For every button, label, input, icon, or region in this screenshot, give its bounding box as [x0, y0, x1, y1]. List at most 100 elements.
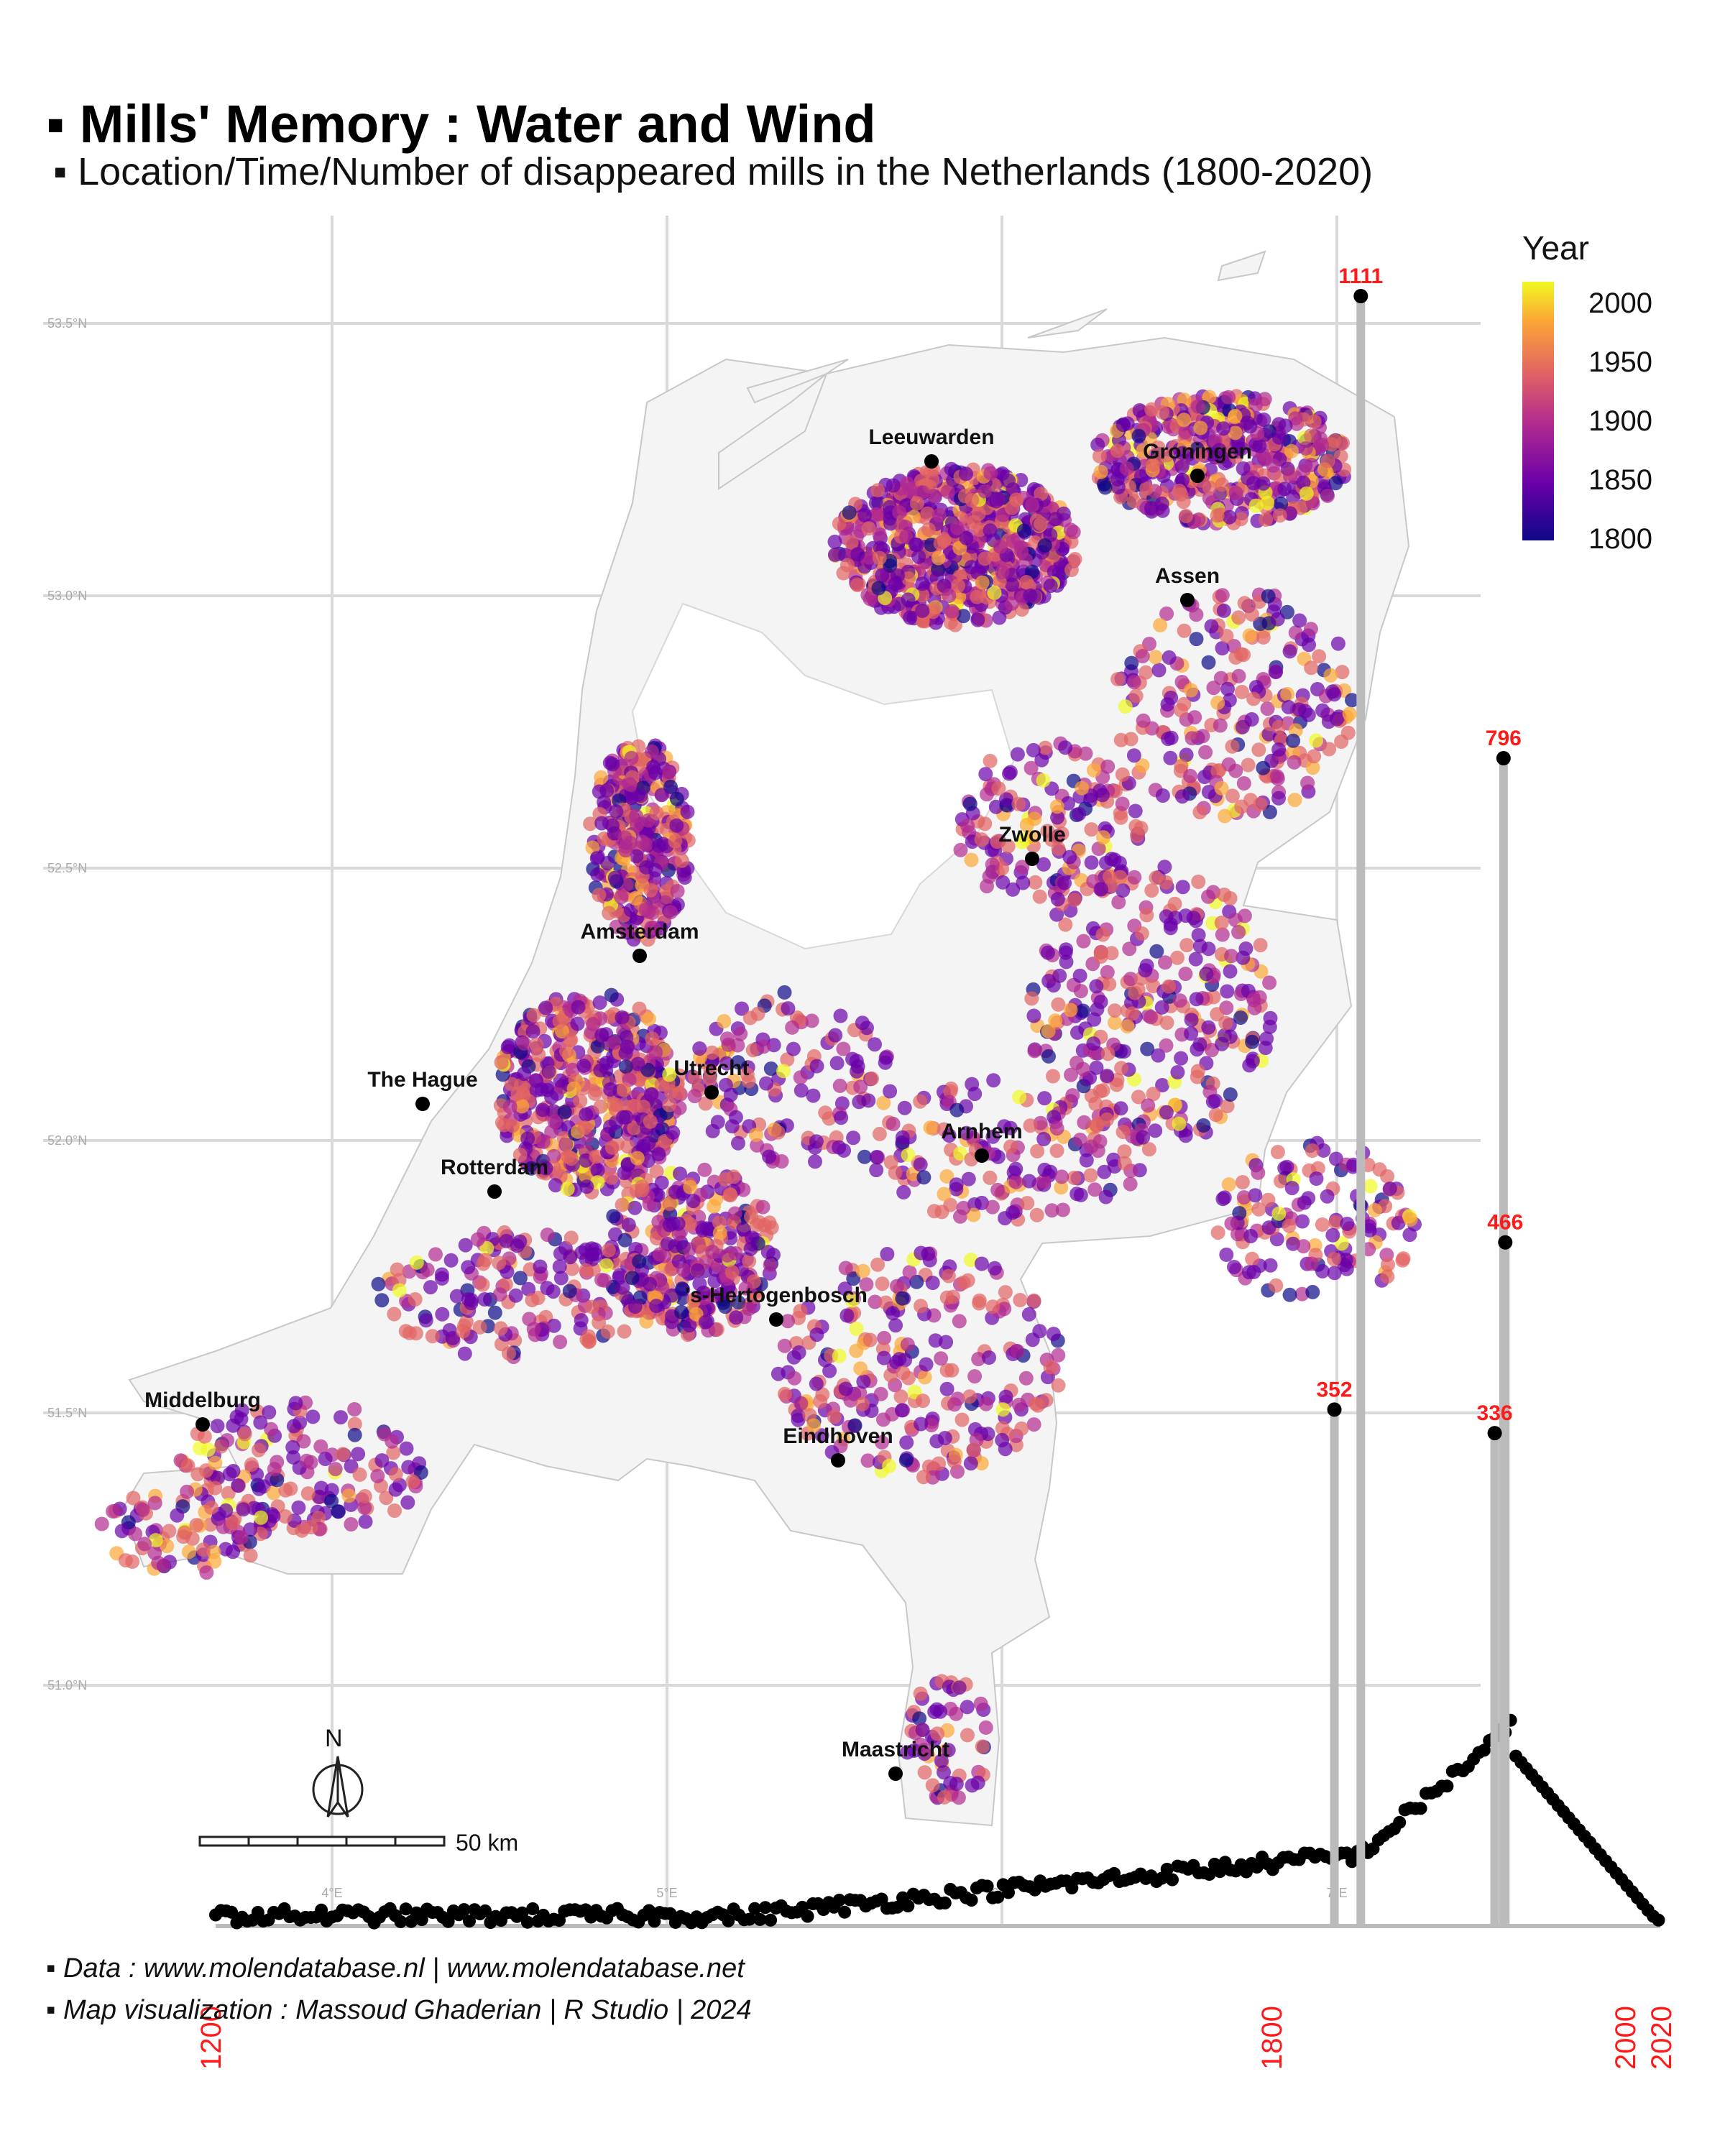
mill-point: [1089, 979, 1104, 994]
mill-point: [889, 1355, 904, 1370]
mill-point: [941, 1743, 956, 1758]
mill-point: [1236, 461, 1251, 476]
mill-point: [1159, 1038, 1174, 1053]
mill-point: [299, 1453, 314, 1468]
mill-point: [939, 1169, 954, 1184]
mill-point: [1330, 636, 1346, 651]
mill-point: [589, 851, 604, 866]
mill-point: [913, 1157, 928, 1172]
mill-point: [1126, 675, 1141, 690]
mill-point: [649, 1299, 664, 1314]
mill-point: [1256, 760, 1271, 775]
mill-point: [813, 1393, 828, 1409]
mill-point: [886, 1306, 901, 1321]
mill-point: [470, 1232, 485, 1247]
mill-point: [1191, 875, 1206, 889]
mill-point: [903, 482, 918, 497]
mill-point: [914, 1416, 929, 1432]
mill-point: [1072, 968, 1087, 983]
mill-point: [937, 533, 952, 548]
city-dot: [831, 1453, 845, 1468]
mill-point: [1067, 892, 1082, 907]
mill-point: [218, 1503, 234, 1518]
mill-point: [850, 547, 865, 562]
mill-point: [1030, 1143, 1045, 1158]
mill-point: [617, 1324, 632, 1339]
mill-point: [620, 1039, 635, 1054]
mill-point: [1212, 443, 1227, 458]
mill-point: [982, 869, 997, 884]
mill-point: [632, 1254, 647, 1269]
mill-point: [1128, 819, 1144, 834]
mill-point: [1014, 1421, 1029, 1436]
mill-point: [875, 1434, 889, 1450]
mill-point: [1210, 508, 1225, 523]
mill-point: [852, 1095, 867, 1110]
mill-point: [838, 1261, 853, 1276]
mill-point: [1245, 1034, 1260, 1049]
mill-point: [1049, 907, 1064, 922]
mill-point: [1057, 875, 1072, 890]
mill-point: [1175, 473, 1190, 487]
mill-point: [921, 522, 936, 537]
mill-point: [605, 757, 620, 772]
mill-point: [1036, 1174, 1052, 1189]
mill-point: [1302, 637, 1316, 653]
mill-point: [948, 617, 962, 632]
mill-point: [967, 1087, 983, 1102]
mill-point: [898, 1452, 914, 1468]
mill-point: [1193, 420, 1208, 436]
mill-point: [477, 1292, 492, 1307]
mill-point: [621, 1217, 636, 1233]
mill-point: [1154, 496, 1169, 511]
mill-point: [1118, 699, 1133, 714]
mill-point: [809, 1327, 824, 1342]
mill-point: [983, 523, 998, 538]
mill-point: [1026, 1417, 1041, 1432]
mill-point: [1271, 1206, 1287, 1221]
mill-point: [828, 1028, 843, 1043]
mill-point: [1305, 1284, 1320, 1299]
mill-point: [1192, 939, 1208, 954]
mill-point: [777, 1338, 792, 1353]
mill-point: [875, 1276, 890, 1291]
mill-point: [934, 1351, 949, 1366]
mill-point: [1305, 1143, 1320, 1158]
mill-point: [604, 1140, 620, 1155]
mill-point: [868, 1037, 882, 1052]
mill-point: [402, 1325, 417, 1340]
mill-point: [1109, 1077, 1124, 1092]
north-label: N: [325, 1725, 343, 1752]
mill-point: [1008, 492, 1024, 507]
mill-point: [1110, 672, 1126, 686]
mill-point: [1141, 1098, 1156, 1113]
mill-point: [971, 506, 986, 521]
timeline-point: [1440, 1779, 1454, 1793]
mill-point: [985, 857, 1000, 872]
mill-point: [1190, 399, 1205, 414]
mill-point: [964, 852, 979, 867]
mill-point: [1262, 975, 1277, 990]
mill-point: [1271, 719, 1287, 734]
lat-label: 51.0°N: [47, 1678, 87, 1692]
mill-point: [1064, 563, 1079, 577]
mill-point: [724, 1265, 740, 1280]
mill-point: [1327, 433, 1342, 448]
mill-point: [860, 1453, 875, 1468]
mill-point: [1228, 425, 1243, 441]
mill-point: [612, 1268, 627, 1283]
mill-point: [806, 1088, 821, 1103]
mill-point: [1345, 693, 1359, 708]
mill-point: [564, 1151, 579, 1166]
mill-point: [374, 1453, 390, 1468]
mill-point: [1234, 441, 1249, 456]
mill-point: [947, 1454, 962, 1469]
mill-point: [296, 1434, 311, 1449]
mill-point: [809, 1376, 824, 1391]
mill-point: [180, 1458, 196, 1473]
mill-point: [1174, 759, 1189, 773]
mill-point: [1125, 1006, 1140, 1021]
mill-point: [951, 579, 965, 593]
city-label: Utrecht: [673, 1056, 749, 1080]
